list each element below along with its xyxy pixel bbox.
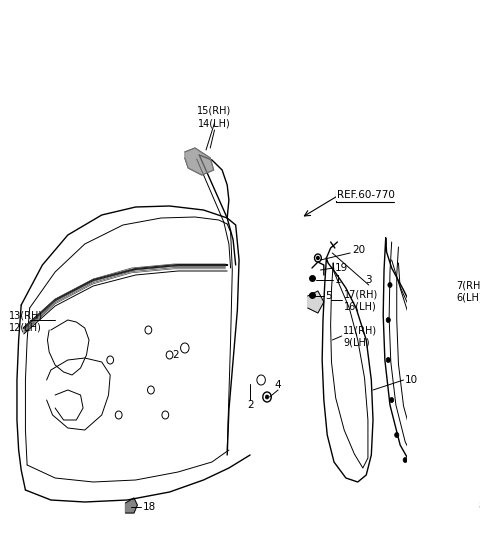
Circle shape [433,357,438,362]
Circle shape [395,432,399,437]
Text: 5: 5 [324,291,331,301]
Circle shape [444,468,448,473]
Circle shape [317,256,319,259]
Text: 8: 8 [478,501,480,511]
Text: 12(LH): 12(LH) [9,322,41,332]
Text: 17(RH): 17(RH) [344,289,378,299]
Text: 18: 18 [143,502,156,512]
Text: 7(RH): 7(RH) [456,280,480,290]
Circle shape [263,392,271,402]
Text: 3: 3 [365,275,372,285]
Circle shape [441,398,444,403]
Text: 6(LH): 6(LH) [456,292,480,302]
Text: REF.60-770: REF.60-770 [337,190,396,200]
Circle shape [422,325,426,330]
Text: 19: 19 [335,263,348,273]
Text: 2: 2 [247,400,253,410]
Circle shape [390,398,394,403]
Polygon shape [308,291,324,313]
Circle shape [433,479,438,484]
Circle shape [386,318,390,323]
Text: 9(LH): 9(LH) [343,337,370,347]
Text: 15(RH): 15(RH) [197,105,232,115]
Circle shape [388,282,392,287]
Circle shape [408,297,412,302]
Text: 4: 4 [275,380,281,390]
Circle shape [314,254,321,262]
Circle shape [403,458,408,463]
Circle shape [386,357,390,362]
Polygon shape [185,148,214,175]
Text: 14(LH): 14(LH) [198,118,231,128]
Polygon shape [125,498,137,513]
Text: 13(RH): 13(RH) [9,310,43,320]
Circle shape [265,395,269,399]
Text: 2: 2 [172,350,179,360]
Circle shape [445,437,450,442]
Text: 16(LH): 16(LH) [344,301,377,311]
Text: 20: 20 [352,245,365,255]
Text: 10: 10 [405,375,419,385]
Circle shape [419,475,422,480]
Text: 11(RH): 11(RH) [343,325,377,335]
Text: 1: 1 [335,275,341,285]
